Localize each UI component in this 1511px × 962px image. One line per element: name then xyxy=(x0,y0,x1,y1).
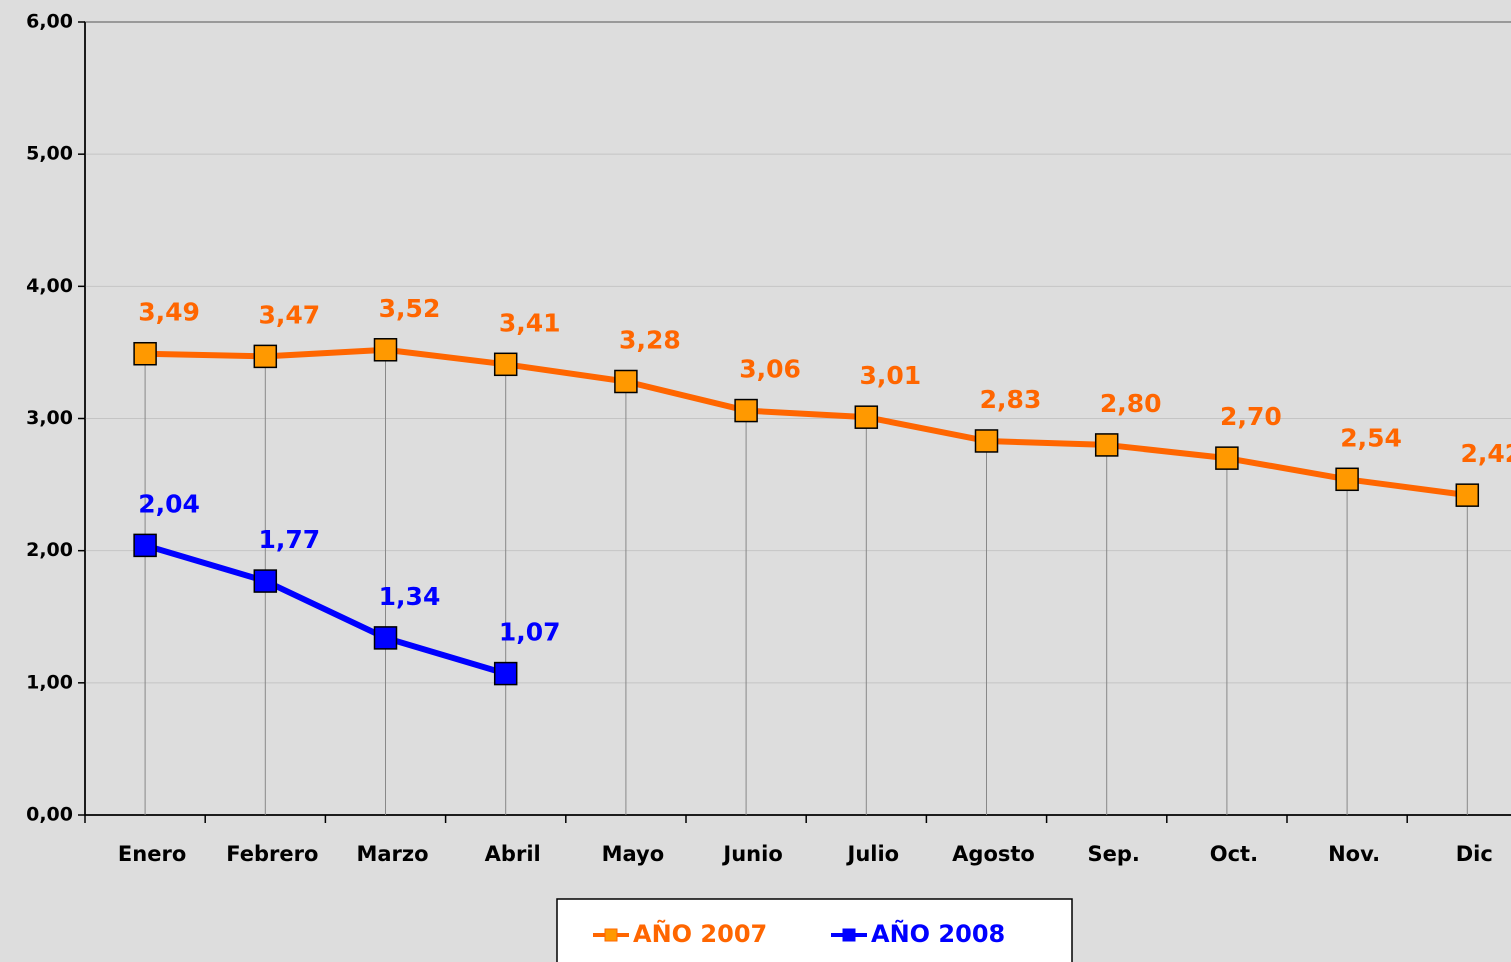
x-tick-label: Enero xyxy=(118,842,186,866)
marker xyxy=(854,405,879,429)
y-tick-label: 5,00 xyxy=(26,143,73,165)
legend-box xyxy=(556,898,1073,962)
data-label: 2,04 xyxy=(138,489,200,518)
x-tick-label: Oct. xyxy=(1210,842,1258,866)
x-tick-label: Dic xyxy=(1456,842,1493,866)
data-label: 3,47 xyxy=(258,300,320,329)
x-tick-label: Febrero xyxy=(226,842,318,866)
series-line xyxy=(144,542,507,677)
series-line xyxy=(145,346,1468,499)
data-label: 2,54 xyxy=(1340,423,1402,452)
marker xyxy=(373,626,398,650)
data-label: 3,52 xyxy=(379,294,441,323)
marker xyxy=(614,369,638,394)
data-label: 3,01 xyxy=(859,361,921,390)
data-label: 3,41 xyxy=(499,308,561,337)
legend-marker xyxy=(604,928,618,942)
marker xyxy=(493,352,518,377)
legend-marker xyxy=(842,928,856,942)
x-tick-label: Junio xyxy=(721,842,782,866)
x-tick-label: Marzo xyxy=(356,842,428,866)
y-tick-label: 4,00 xyxy=(26,275,73,297)
y-tick-label: 3,00 xyxy=(26,407,73,429)
data-label: 2,42 xyxy=(1460,439,1511,468)
data-label: 1,77 xyxy=(258,525,320,554)
marker xyxy=(1455,483,1480,507)
data-label: 2,80 xyxy=(1100,389,1162,418)
data-label: 3,28 xyxy=(619,325,681,354)
marker xyxy=(734,398,758,423)
marker xyxy=(493,661,518,686)
data-label: 3,49 xyxy=(138,298,200,327)
marker xyxy=(1215,446,1239,470)
marker xyxy=(1094,433,1119,457)
marker xyxy=(974,429,999,453)
x-tick-label: Agosto xyxy=(952,842,1035,866)
marker xyxy=(1335,467,1359,492)
marker xyxy=(133,341,157,366)
x-tick-label: Sep. xyxy=(1088,842,1140,866)
legend-label: AÑO 2007 xyxy=(633,919,767,948)
marker xyxy=(253,344,278,369)
marker xyxy=(253,569,278,593)
data-label: 3,06 xyxy=(739,355,801,384)
data-label: 1,34 xyxy=(379,582,441,611)
y-tick-label: 1,00 xyxy=(26,671,73,693)
y-tick-label: 6,00 xyxy=(26,11,73,33)
marker xyxy=(373,338,398,362)
x-tick-label: Mayo xyxy=(602,842,665,866)
marker xyxy=(133,533,157,558)
data-label: 1,07 xyxy=(499,618,561,647)
y-tick-label: 2,00 xyxy=(26,539,73,561)
x-tick-label: Julio xyxy=(846,842,900,866)
data-label: 2,83 xyxy=(980,385,1042,414)
data-label: 2,70 xyxy=(1220,402,1282,431)
legend-label: AÑO 2008 xyxy=(871,919,1005,948)
x-tick-label: Nov. xyxy=(1328,842,1380,866)
x-tick-label: Abril xyxy=(485,842,541,866)
y-tick-label: 0,00 xyxy=(26,804,73,826)
